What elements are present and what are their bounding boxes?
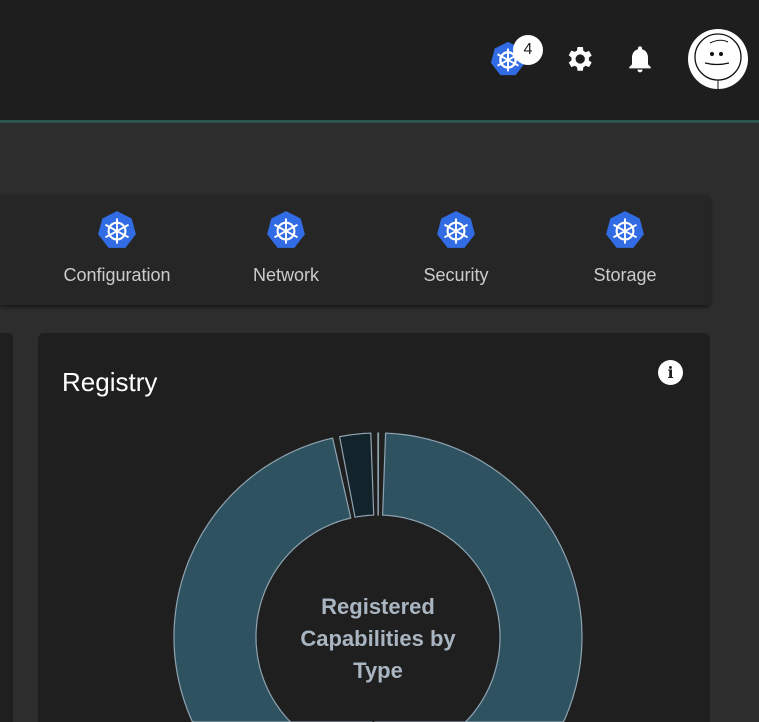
kubernetes-icon [437, 211, 475, 248]
avatar[interactable] [688, 29, 748, 89]
tab-storage[interactable]: Storage [550, 209, 700, 286]
tab-configuration[interactable]: Configuration [42, 209, 192, 286]
donut-center-label: Registered Capabilities by Type [300, 594, 456, 683]
tab-label: Configuration [63, 265, 171, 285]
donut-segment-2[interactable] [339, 432, 375, 518]
kubernetes-icon [98, 211, 136, 248]
donut-chart [173, 432, 583, 722]
tab-label: Network [252, 265, 319, 285]
tab-security[interactable]: Security [381, 209, 531, 286]
category-tabs: Configuration Network Security Storage [0, 195, 710, 305]
registry-card: Registry i Registered Capabilities by Ty… [38, 333, 710, 722]
left-panel [0, 333, 13, 722]
info-icon[interactable]: i [658, 360, 683, 385]
donut-segment-3[interactable] [377, 432, 380, 516]
donut-segment-1[interactable] [173, 437, 373, 722]
donut-segment-0[interactable] [374, 432, 583, 722]
tab-label: Security [423, 265, 489, 285]
notification-count-badge: 4 [513, 35, 543, 65]
card-title: Registry [62, 367, 158, 397]
bell-icon[interactable] [624, 43, 656, 75]
tab-label: Storage [593, 265, 657, 285]
kubernetes-icon [267, 211, 305, 248]
gear-icon[interactable] [563, 43, 595, 75]
kubernetes-icon [606, 211, 644, 248]
tab-network[interactable]: Network [211, 209, 361, 286]
